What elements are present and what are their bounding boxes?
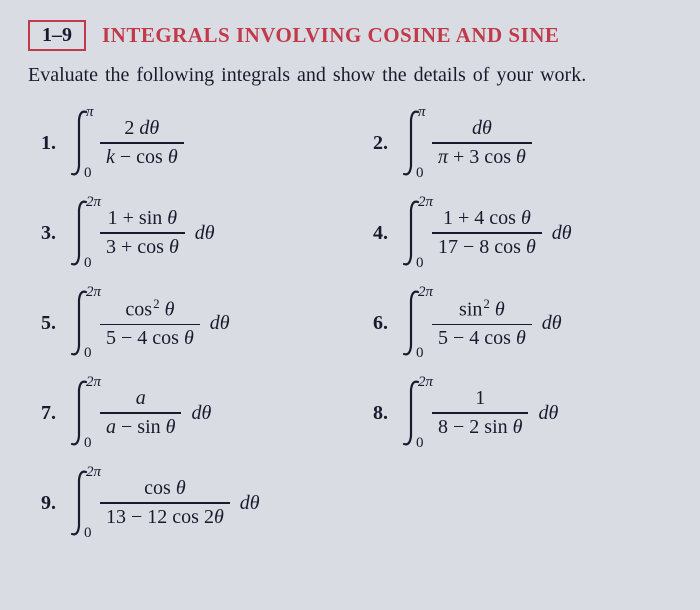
fraction: 1 8 − 2 sin θ xyxy=(432,385,528,441)
integral-expression: 2π 0 1 8 − 2 sin θ dθ xyxy=(396,378,558,448)
lower-limit: 0 xyxy=(84,345,92,362)
problem-number: 4. xyxy=(360,222,388,245)
problem-6: 6. 2π 0 sin2 θ 5 − 4 cos θ dθ xyxy=(360,288,672,358)
fraction: cos θ 13 − 12 cos 2θ xyxy=(100,475,230,531)
problem-8: 8. 2π 0 1 8 − 2 sin θ dθ xyxy=(360,378,672,448)
integral-sign: 2π 0 xyxy=(64,468,94,538)
denominator: 17 − 8 cos θ xyxy=(432,234,542,261)
problem-number: 1. xyxy=(28,132,56,155)
differential: dθ xyxy=(191,402,211,425)
numerator: sin2 θ xyxy=(453,294,511,324)
section-title: INTEGRALS INVOLVING COSINE AND SINE xyxy=(102,23,559,48)
integral-expression: π 0 2 dθ k − cos θ xyxy=(64,108,190,178)
integral-sign: 2π 0 xyxy=(64,288,94,358)
differential: dθ xyxy=(195,222,215,245)
problem-2: 2. π 0 dθ π + 3 cos θ xyxy=(360,108,672,178)
integral-sign: 2π 0 xyxy=(64,198,94,268)
numerator: a xyxy=(130,385,152,412)
numerator: 1 xyxy=(469,385,491,412)
problem-range-box: 1–9 xyxy=(28,20,86,51)
integral-expression: 2π 0 sin2 θ 5 − 4 cos θ dθ xyxy=(396,288,562,358)
upper-limit: 2π xyxy=(86,284,101,301)
problem-number: 3. xyxy=(28,222,56,245)
integral-expression: 2π 0 1 + 4 cos θ 17 − 8 cos θ dθ xyxy=(396,198,572,268)
denominator: 13 − 12 cos 2θ xyxy=(100,504,230,531)
problem-4: 4. 2π 0 1 + 4 cos θ 17 − 8 cos θ dθ xyxy=(360,198,672,268)
differential: dθ xyxy=(210,312,230,335)
fraction: 1 + 4 cos θ 17 − 8 cos θ xyxy=(432,205,542,261)
denominator: a − sin θ xyxy=(100,414,181,441)
fraction: 2 dθ k − cos θ xyxy=(100,115,184,171)
problem-3: 3. 2π 0 1 + sin θ 3 + cos θ dθ xyxy=(28,198,340,268)
upper-limit: 2π xyxy=(418,284,433,301)
denominator: k − cos θ xyxy=(100,144,184,171)
integral-expression: 2π 0 cos θ 13 − 12 cos 2θ dθ xyxy=(64,468,260,538)
integral-sign: π 0 xyxy=(396,108,426,178)
denominator: 3 + cos θ xyxy=(100,234,185,261)
denominator: 8 − 2 sin θ xyxy=(432,414,528,441)
lower-limit: 0 xyxy=(416,255,424,272)
numerator: 2 dθ xyxy=(118,115,165,142)
fraction: a a − sin θ xyxy=(100,385,181,441)
integral-expression: 2π 0 cos2 θ 5 − 4 cos θ dθ xyxy=(64,288,230,358)
upper-limit: 2π xyxy=(86,374,101,391)
differential: dθ xyxy=(542,312,562,335)
differential: dθ xyxy=(538,402,558,425)
fraction: sin2 θ 5 − 4 cos θ xyxy=(432,294,532,352)
problem-number: 6. xyxy=(360,312,388,335)
upper-limit: 2π xyxy=(418,194,433,211)
problem-7: 7. 2π 0 a a − sin θ dθ xyxy=(28,378,340,448)
integral-sign: π 0 xyxy=(64,108,94,178)
problems-grid: 1. π 0 2 dθ k − cos θ 2. π 0 dθ xyxy=(28,108,672,538)
numerator: cos θ xyxy=(138,475,192,502)
lower-limit: 0 xyxy=(84,165,92,182)
fraction: 1 + sin θ 3 + cos θ xyxy=(100,205,185,261)
differential: dθ xyxy=(552,222,572,245)
problem-number: 2. xyxy=(360,132,388,155)
integral-expression: 2π 0 a a − sin θ dθ xyxy=(64,378,211,448)
problem-9: 9. 2π 0 cos θ 13 − 12 cos 2θ dθ xyxy=(28,468,340,538)
integral-sign: 2π 0 xyxy=(396,198,426,268)
lower-limit: 0 xyxy=(84,255,92,272)
lower-limit: 0 xyxy=(84,525,92,542)
numerator: dθ xyxy=(466,115,498,142)
problem-number: 5. xyxy=(28,312,56,335)
section-header: 1–9 INTEGRALS INVOLVING COSINE AND SINE xyxy=(28,20,672,51)
upper-limit: 2π xyxy=(86,464,101,481)
problem-1: 1. π 0 2 dθ k − cos θ xyxy=(28,108,340,178)
denominator: π + 3 cos θ xyxy=(432,144,532,171)
differential: dθ xyxy=(240,492,260,515)
integral-sign: 2π 0 xyxy=(396,288,426,358)
upper-limit: 2π xyxy=(418,374,433,391)
upper-limit: π xyxy=(418,104,426,121)
lower-limit: 0 xyxy=(84,435,92,452)
numerator: 1 + sin θ xyxy=(102,205,183,232)
fraction: cos2 θ 5 − 4 cos θ xyxy=(100,294,200,352)
problem-number: 9. xyxy=(28,492,56,515)
fraction: dθ π + 3 cos θ xyxy=(432,115,532,171)
integral-expression: 2π 0 1 + sin θ 3 + cos θ dθ xyxy=(64,198,215,268)
integral-sign: 2π 0 xyxy=(396,378,426,448)
lower-limit: 0 xyxy=(416,165,424,182)
lower-limit: 0 xyxy=(416,435,424,452)
problem-number: 8. xyxy=(360,402,388,425)
denominator: 5 − 4 cos θ xyxy=(432,325,532,352)
integral-sign: 2π 0 xyxy=(64,378,94,448)
numerator: 1 + 4 cos θ xyxy=(437,205,537,232)
problem-5: 5. 2π 0 cos2 θ 5 − 4 cos θ dθ xyxy=(28,288,340,358)
integral-expression: π 0 dθ π + 3 cos θ xyxy=(396,108,538,178)
problem-number: 7. xyxy=(28,402,56,425)
upper-limit: 2π xyxy=(86,194,101,211)
lower-limit: 0 xyxy=(416,345,424,362)
denominator: 5 − 4 cos θ xyxy=(100,325,200,352)
instruction-text: Evaluate the following integrals and sho… xyxy=(28,61,672,90)
numerator: cos2 θ xyxy=(119,294,180,324)
upper-limit: π xyxy=(86,104,94,121)
